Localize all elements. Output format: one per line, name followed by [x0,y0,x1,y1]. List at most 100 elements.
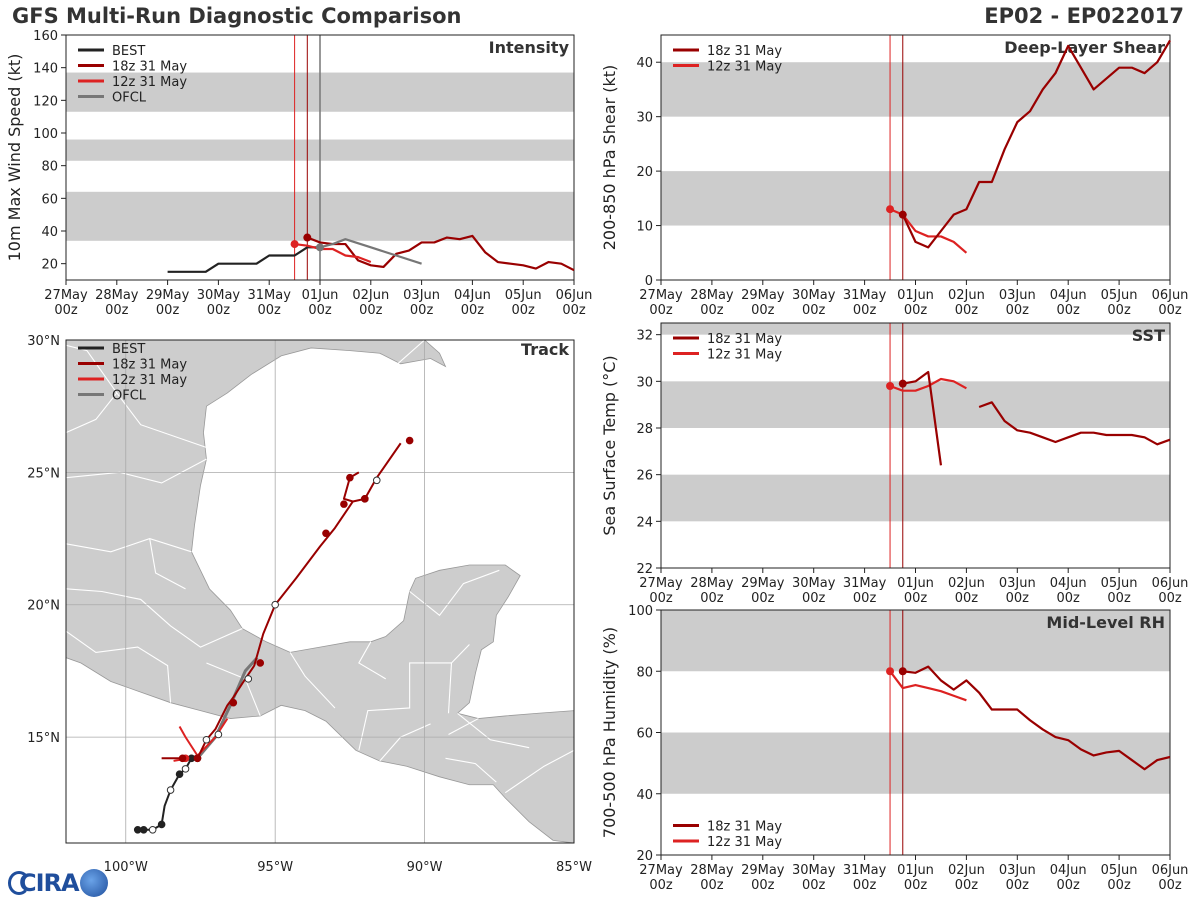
y-tick-label: 0 [645,274,653,289]
rh-panel: 27May00z28May00z29May00z30May00z31May00z… [600,604,1188,893]
x-tick-sublabel: 00z [54,303,78,318]
y-tick-label: 100 [33,127,58,142]
x-tick-label: 04Jun [1050,288,1087,303]
series-start-point-ofcl [316,243,324,252]
x-tick-label: 01Jun [897,576,934,591]
boundary-line [445,757,497,783]
x-tick-sublabel: 00z [1006,878,1030,893]
x-tick-label: 29May [741,288,785,303]
x-tick-sublabel: 00z [955,303,979,318]
x-tick-label: 02Jun [948,576,985,591]
boundary-line [358,644,470,751]
x-tick-label: 06Jun [1152,863,1189,878]
series-line-18z [901,39,1171,249]
boundary-line [504,749,574,794]
panel-title: Mid-Level RH [1046,613,1165,632]
x-tick-sublabel: 00z [853,303,877,318]
y-axis-label: Sea Surface Temp (°C) [600,355,619,535]
logo-text: CIRA [19,869,80,897]
x-tick-label: 06Jun [556,288,593,303]
x-tick-sublabel: 00z [751,878,775,893]
threshold-band [661,474,1170,522]
x-tick-sublabel: 00z [258,303,282,318]
series-line-18z [306,234,575,272]
y-tick-label: 30 [636,375,653,390]
series-line-18z [978,401,1171,446]
y-tick-label: 22 [636,562,653,577]
map-area [66,340,574,843]
boundary-line [448,718,479,735]
x-tick-label: 04Jun [1050,863,1087,878]
x-tick-label: 27May [639,576,683,591]
series-start-point-18z [898,210,907,219]
boundary-line [447,662,453,714]
boundary-line [66,537,192,553]
track-point-best [157,820,166,829]
legend-label-ofcl: OFCL [112,91,147,106]
boundary-line [457,712,530,749]
storm-id-title: EP02 - EP022017 [984,4,1184,28]
x-tick-sublabel: 00z [156,303,180,318]
x-tick-sublabel: 00z [802,591,826,606]
series-start-point-18z [898,379,907,388]
y-tick-label: 100 [628,604,653,619]
x-tick-sublabel: 00z [512,303,536,318]
lon-tick-label: 85°W [556,860,592,875]
threshold-band [661,323,1170,335]
x-tick-sublabel: 00z [1107,878,1131,893]
x-tick-sublabel: 00z [562,303,586,318]
y-tick-label: 20 [636,165,653,180]
y-tick-label: 20 [636,849,653,864]
series-line-12z [294,242,372,264]
legend-label-12z: 12z 31 May [707,60,782,75]
x-tick-label: 29May [741,576,785,591]
x-tick-label: 03Jun [999,288,1036,303]
x-tick-sublabel: 00z [1057,878,1081,893]
boundary-line [66,392,118,434]
x-tick-sublabel: 00z [1158,303,1182,318]
y-tick-label: 20 [41,258,58,273]
figure-title: GFS Multi-Run Diagnostic Comparison [12,4,462,28]
panel-title: Intensity [489,38,570,57]
legend-label-12z: 12z 31 May [707,348,782,363]
panel-title: Deep-Layer Shear [1004,38,1165,57]
x-tick-label: 28May [95,288,139,303]
map-frame [65,339,575,844]
y-tick-label: 40 [636,56,653,71]
logo-globe-icon [80,869,108,897]
track-point-best [148,825,157,834]
x-tick-sublabel: 00z [105,303,129,318]
series-start-point-12z [886,205,895,214]
threshold-band [661,171,1170,226]
x-tick-sublabel: 00z [1006,591,1030,606]
x-tick-sublabel: 00z [1057,303,1081,318]
boundary-line [66,630,172,703]
y-tick-label: 80 [636,665,653,680]
x-tick-label: 02Jun [948,863,985,878]
lat-tick-label: 30°N [27,334,60,349]
x-tick-label: 28May [690,863,734,878]
legend-label-18z: 18z 31 May [707,44,782,59]
boundary-line [289,652,336,709]
x-tick-sublabel: 00z [649,878,673,893]
x-tick-sublabel: 00z [700,303,724,318]
y-tick-label: 24 [636,515,653,530]
track-point-best [166,786,175,794]
x-tick-label: 05Jun [1101,863,1138,878]
y-tick-label: 32 [636,329,653,344]
x-tick-sublabel: 00z [853,591,877,606]
x-tick-sublabel: 00z [955,591,979,606]
track-line-12z [178,726,199,757]
x-tick-label: 31May [843,863,887,878]
y-tick-label: 160 [33,29,58,44]
y-tick-label: 60 [41,192,58,207]
x-tick-sublabel: 00z [700,878,724,893]
x-tick-label: 27May [639,288,683,303]
lon-tick-label: 100°W [104,860,148,875]
x-tick-sublabel: 00z [649,303,673,318]
x-tick-label: 30May [792,863,836,878]
track-point-18z [214,730,223,739]
y-tick-label: 140 [33,62,58,77]
y-axis-label: 200-850 hPa Shear (kt) [600,65,619,251]
